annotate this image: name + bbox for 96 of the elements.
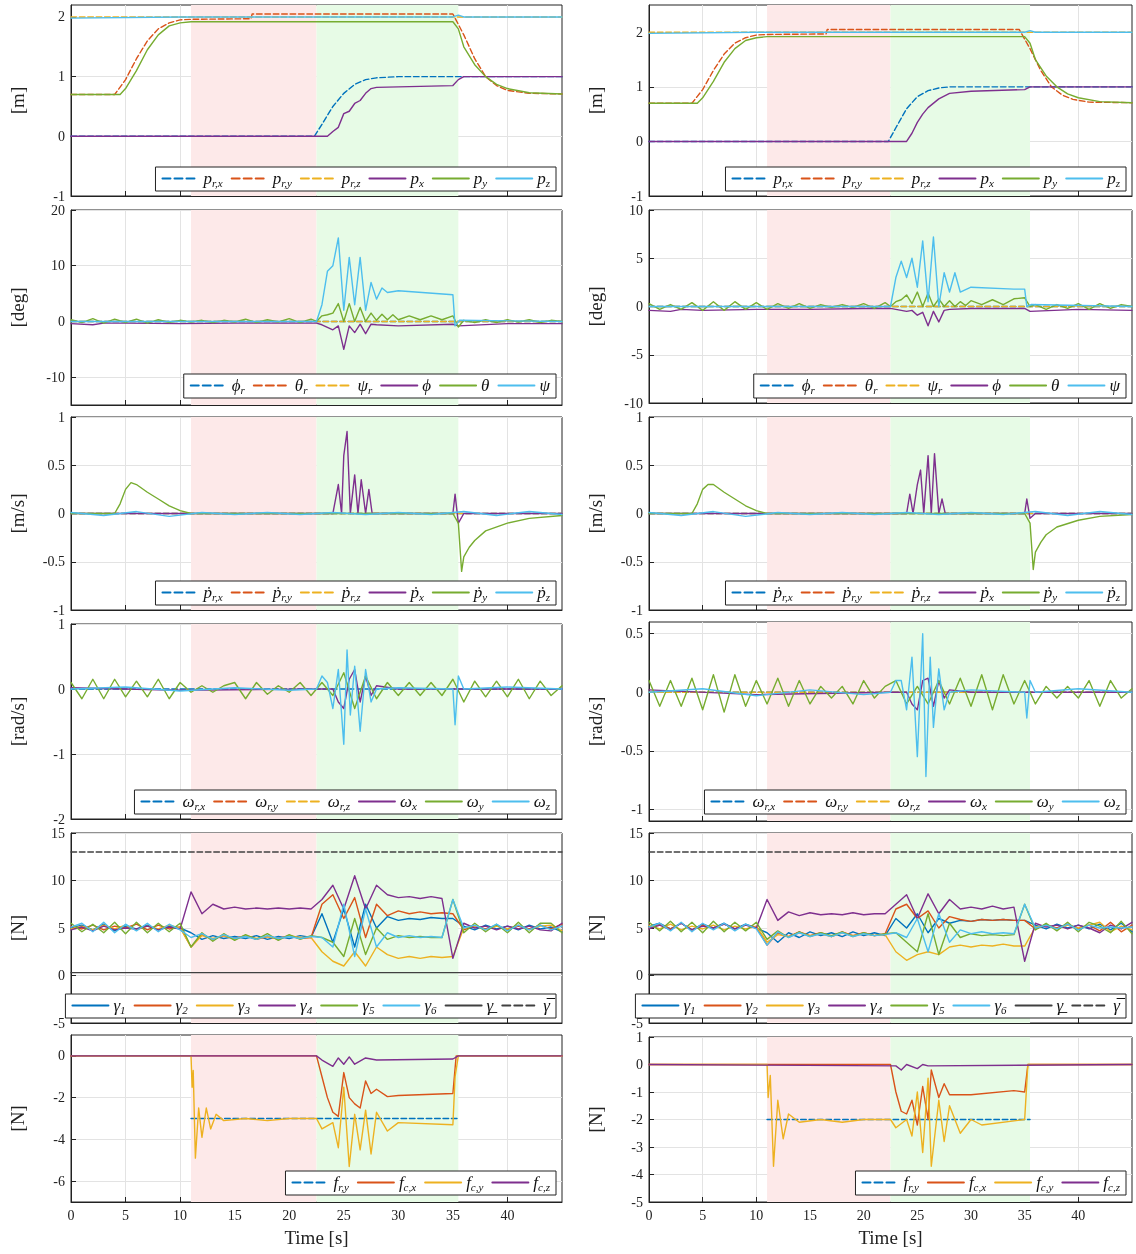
- y-tick-label: -3: [631, 1139, 643, 1155]
- y-tick-label: 10: [629, 202, 643, 218]
- y-tick-label: 0.5: [47, 457, 65, 473]
- y-tick-label: 10: [51, 258, 65, 274]
- y-tick-label: 0: [58, 313, 65, 329]
- y-axis-title: [N]: [7, 914, 28, 942]
- x-tick-label: 20: [856, 1207, 871, 1223]
- y-tick-label: 1: [58, 409, 65, 425]
- y-tick-label: -4: [53, 1131, 65, 1147]
- y-tick-label: 0.5: [625, 626, 643, 642]
- y-axis-title: [deg]: [7, 287, 28, 328]
- x-tick-label: 25: [336, 1207, 351, 1223]
- y-tick-label: 0: [636, 968, 643, 983]
- y-tick-label: 0: [58, 506, 65, 521]
- y-tick-label: -0.5: [620, 743, 643, 759]
- y-tick-label: -5: [631, 347, 643, 363]
- y-tick-label: -0.5: [620, 554, 643, 570]
- y-tick-label: 0: [58, 681, 65, 697]
- x-tick-label: 35: [1017, 1207, 1032, 1223]
- y-tick-label: -2: [53, 1090, 65, 1106]
- x-tick-label: 35: [445, 1207, 460, 1223]
- x-tick-label: 40: [1071, 1207, 1086, 1223]
- y-tick-label: -1: [631, 188, 643, 204]
- y-tick-label: 0: [58, 1048, 65, 1064]
- y-tick-label: 2: [58, 9, 65, 25]
- y-axis-title: [m/s]: [585, 493, 606, 534]
- y-tick-label: 15: [51, 825, 65, 841]
- y-tick-label: -2: [631, 1112, 643, 1127]
- legend-label: γ̲: [486, 996, 498, 1015]
- y-tick-label: -1: [53, 746, 65, 762]
- legend-label: θ: [1051, 376, 1060, 395]
- y-tick-label: 5: [636, 920, 643, 936]
- y-axis-title: [m]: [585, 86, 606, 115]
- x-tick-label: 10: [749, 1207, 764, 1223]
- y-tick-label: -2: [53, 811, 65, 827]
- x-tick-label: 15: [227, 1207, 242, 1223]
- legend-label: γ̅: [543, 996, 556, 1015]
- y-tick-label: -1: [631, 602, 643, 618]
- y-tick-label: -10: [624, 395, 643, 411]
- y-axis-title: [m/s]: [7, 493, 28, 534]
- y-tick-label: 20: [51, 202, 65, 218]
- x-tick-label: 20: [282, 1207, 297, 1223]
- y-axis-title: [rad/s]: [585, 696, 606, 747]
- y-tick-label: -1: [53, 602, 65, 618]
- y-tick-label: 0: [58, 128, 65, 144]
- y-tick-label: -5: [631, 1194, 643, 1210]
- y-tick-label: -6: [53, 1173, 65, 1189]
- y-tick-label: -1: [631, 801, 643, 817]
- y-tick-label: -5: [631, 1015, 643, 1031]
- y-tick-label: 10: [629, 873, 643, 888]
- y-tick-label: 0: [636, 684, 643, 700]
- y-axis-title: [deg]: [585, 286, 606, 327]
- y-tick-label: 0.5: [625, 457, 643, 473]
- y-tick-label: 10: [51, 873, 65, 888]
- x-tick-label: 25: [910, 1207, 925, 1223]
- legend-label: ϕ: [992, 376, 1002, 395]
- legend-label: γ̲: [1056, 996, 1068, 1015]
- y-axis-title: [rad/s]: [7, 696, 28, 747]
- y-tick-label: 15: [629, 825, 643, 841]
- y-tick-label: 1: [58, 69, 65, 85]
- y-tick-label: 0: [58, 968, 65, 983]
- y-axis-title: [m]: [7, 86, 28, 115]
- y-axis-title: [N]: [585, 914, 606, 942]
- y-tick-label: -1: [631, 1084, 643, 1100]
- y-axis-title: [N]: [7, 1105, 28, 1132]
- x-tick-label: 15: [803, 1207, 817, 1223]
- y-tick-label: -1: [53, 188, 65, 204]
- y-tick-label: -4: [631, 1167, 643, 1182]
- legend-label: ϕ: [422, 376, 432, 395]
- x-axis-title: Time [s]: [858, 1227, 923, 1248]
- x-tick-label: 5: [699, 1207, 707, 1223]
- legend-label: ψ: [539, 376, 551, 395]
- legend-label: γ̅: [1113, 996, 1126, 1015]
- x-tick-label: 30: [391, 1207, 406, 1223]
- y-tick-label: -10: [46, 369, 65, 385]
- y-tick-label: 0: [636, 133, 643, 149]
- y-tick-label: 5: [58, 920, 65, 936]
- y-tick-label: 0: [636, 506, 643, 521]
- x-tick-label: 10: [173, 1207, 188, 1223]
- y-tick-label: 1: [636, 1029, 643, 1045]
- y-tick-label: 0: [636, 1057, 643, 1072]
- y-tick-label: -0.5: [42, 554, 65, 570]
- x-axis-title: Time [s]: [284, 1227, 349, 1248]
- x-tick-label: 40: [500, 1207, 515, 1223]
- legend-label: θ: [481, 376, 490, 395]
- y-tick-label: 1: [58, 616, 65, 632]
- y-tick-label: 1: [636, 409, 643, 425]
- x-tick-label: 30: [964, 1207, 978, 1223]
- y-tick-label: -5: [53, 1015, 65, 1031]
- y-tick-label: 5: [636, 250, 643, 266]
- legend-label: ψ: [1109, 376, 1121, 395]
- y-tick-label: 0: [636, 299, 643, 314]
- y-tick-label: 2: [636, 24, 643, 40]
- y-axis-title: [N]: [585, 1106, 606, 1133]
- x-tick-label: 5: [122, 1207, 130, 1223]
- y-tick-label: 1: [636, 79, 643, 95]
